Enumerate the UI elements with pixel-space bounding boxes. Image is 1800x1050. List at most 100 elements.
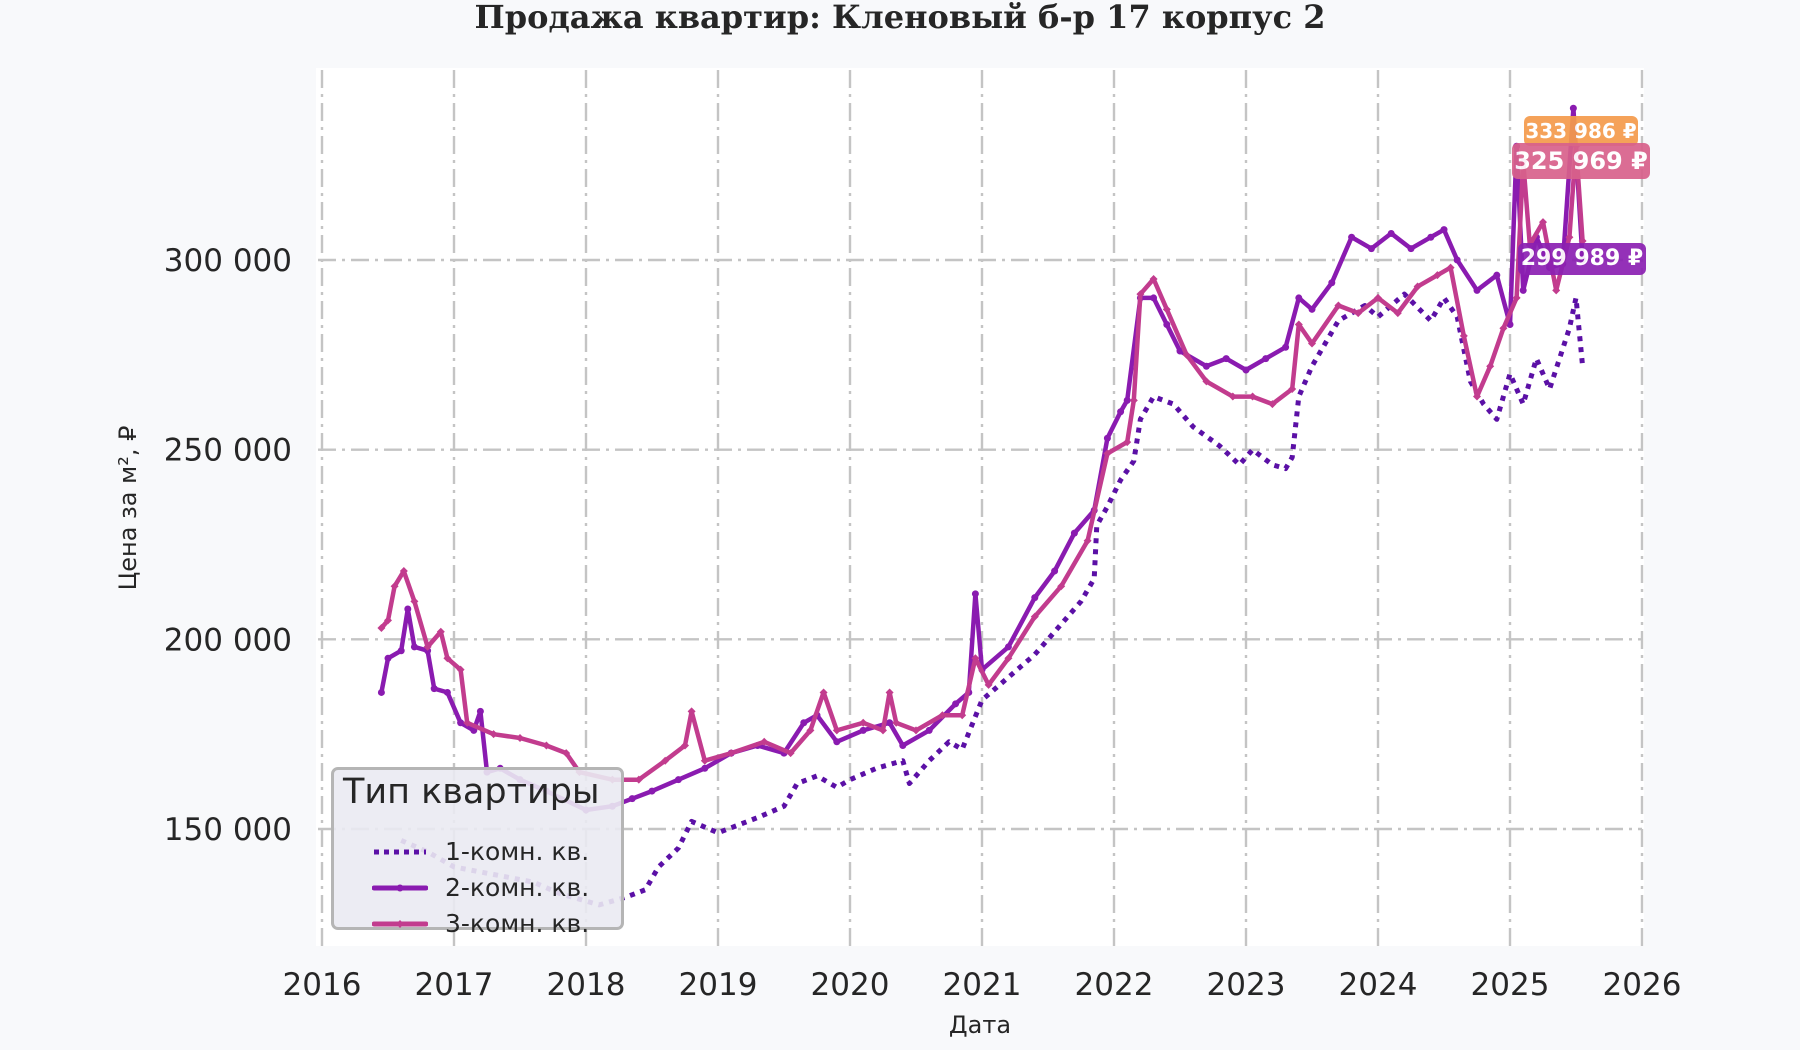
legend-label: 2-комн. кв. [445,873,590,902]
data-point [1407,245,1415,253]
x-tick-label: 2018 [547,967,626,1003]
x-tick-label: 2021 [943,967,1022,1003]
data-point [1387,229,1395,237]
data-point [463,718,472,727]
data-point [661,756,670,765]
y-tick-label: 250 000 [164,433,292,469]
data-point [1149,274,1158,283]
data-point [885,688,894,697]
data-point [1163,320,1171,328]
data-point [410,643,418,651]
data-point [1004,643,1012,651]
data-point [1519,286,1527,294]
data-point [1446,263,1455,272]
data-point [1569,104,1577,112]
x-tick-label: 2025 [1471,967,1550,1003]
data-point [489,730,498,739]
data-point [1228,392,1237,401]
max-price-label: 333 986 ₽ [1524,116,1638,146]
data-point [476,707,484,715]
data-point [1433,271,1442,280]
data-point [1308,305,1316,313]
data-point [786,749,795,758]
data-point [1004,654,1013,663]
data-point [399,567,408,576]
data-point [1499,324,1508,333]
x-gridlines [320,70,1644,946]
data-point [1222,355,1230,363]
price-label-3-room: 325 969 ₽ [1512,143,1650,179]
data-point [832,726,841,735]
data-point [1348,233,1356,241]
data-point [1057,582,1066,591]
data-point [443,654,452,663]
data-point [1453,256,1461,264]
data-point [516,733,524,742]
data-point [397,647,405,655]
data-point [1486,362,1495,371]
x-tick-label: 2020 [811,967,890,1003]
data-point [1182,350,1191,359]
data-point [886,719,894,727]
data-point [700,756,709,765]
data-point [912,726,920,735]
data-point [377,688,385,696]
solid-line-swatch-icon [372,920,428,928]
data-point [648,787,656,795]
data-point [1123,396,1131,404]
data-point [1103,449,1112,458]
data-point [1539,218,1547,227]
data-point [925,726,933,734]
legend-label: 3-комн. кв. [445,909,590,938]
data-point [1440,226,1448,234]
data-point [1123,438,1132,447]
data-point [806,726,815,735]
data-point [1334,301,1343,310]
data-point [1083,536,1092,545]
legend: Тип квартиры 1-комн. кв. 2-комн. кв. 3-к… [331,767,624,938]
data-point [1117,408,1125,416]
data-point [1129,396,1138,405]
data-point [1031,594,1039,602]
data-point [958,711,967,720]
data-point [1268,400,1277,409]
data-point [819,688,828,697]
data-point [674,776,682,784]
legend-item-2-room: 2-комн. кв. [372,870,622,906]
y-axis-label: Цена за м², ₽ [114,426,142,591]
chart-title: Продажа квартир: Кленовый б-р 17 корпус … [474,0,1326,36]
data-point [899,742,907,750]
x-axis-label: Дата [949,1011,1011,1039]
data-point [1374,293,1382,302]
data-point [1103,434,1111,442]
data-point [628,795,636,803]
data-point [423,642,432,651]
data-point [384,654,392,662]
data-point [634,775,643,784]
data-point [1136,290,1145,299]
data-point [1565,233,1574,242]
data-point [1162,305,1171,314]
data-point [1294,320,1303,329]
data-point [1262,355,1270,363]
data-point [1393,309,1402,318]
data-point [1473,392,1481,401]
data-point [1070,529,1078,537]
data-point [443,688,451,696]
data-point [1459,331,1468,340]
data-point [1354,309,1363,318]
legend-item-3-room: 3-комн. кв. [372,906,622,942]
data-point [1367,245,1375,253]
data-point [760,737,769,746]
data-point [1242,366,1250,374]
data-point [879,726,887,735]
y-axis-ticks: 150 000 200 000 250 000 300 000 [164,243,292,848]
y-tick-label: 200 000 [164,622,292,658]
data-point [1030,612,1039,621]
data-point [1328,279,1336,287]
data-point [457,719,465,727]
x-tick-label: 2026 [1603,967,1682,1003]
data-point [390,582,399,591]
data-point [410,597,419,606]
data-point [892,718,901,727]
